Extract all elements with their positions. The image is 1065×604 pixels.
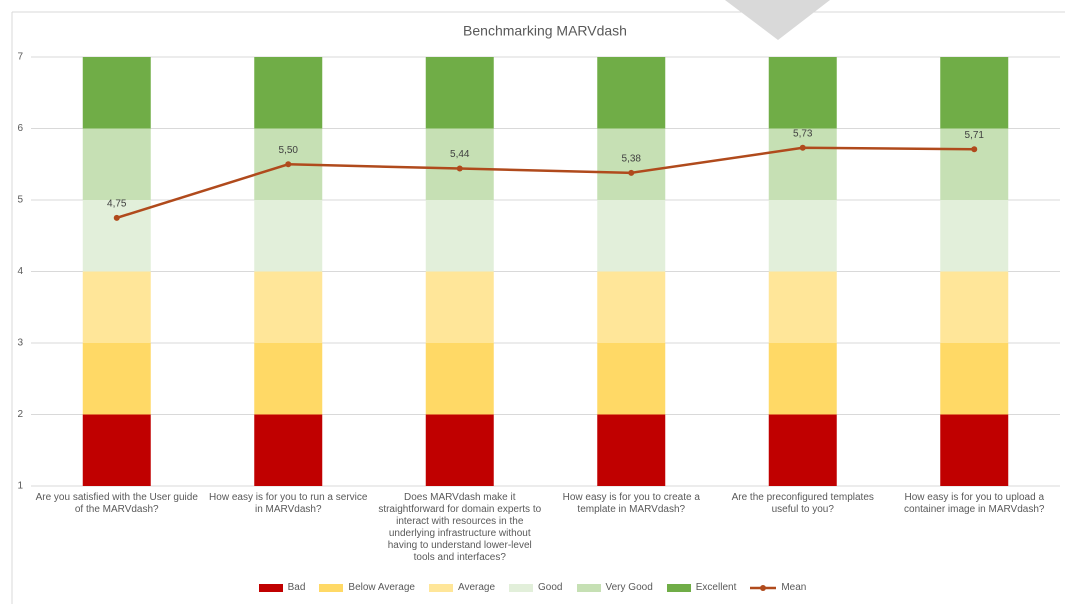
bar-segment <box>597 200 666 272</box>
x-tick-label: How easy is for you to create a template… <box>562 492 700 515</box>
mean-point <box>799 144 806 151</box>
bar-segment <box>940 271 1009 343</box>
bar-segment <box>82 57 151 129</box>
data-label: 4,75 <box>107 199 127 210</box>
x-tick-label: Are you satisfied with the User guide of… <box>35 492 198 515</box>
legend-item: Below Average <box>319 582 415 593</box>
y-tick-label: 5 <box>17 195 23 206</box>
legend-item: Good <box>509 582 563 593</box>
legend-label: Average <box>457 582 496 593</box>
legend-swatch <box>258 583 283 592</box>
y-tick-label: 3 <box>17 338 23 349</box>
bar-segment <box>597 57 666 129</box>
legend-dot <box>760 584 767 591</box>
y-tick-label: 2 <box>17 409 23 420</box>
x-tick-label: Are the preconfigured templates useful t… <box>731 492 874 515</box>
mean-line <box>116 146 975 220</box>
legend-rect <box>509 583 534 592</box>
bar-segment <box>82 128 151 200</box>
legend-swatch <box>319 583 344 592</box>
bar-segment <box>82 271 151 343</box>
legend-item: Very Good <box>576 582 653 593</box>
legend-item: Excellent <box>666 582 737 593</box>
x-tick-label: Does MARVdash make it straightforward fo… <box>378 492 542 563</box>
bar-segment <box>425 200 494 272</box>
grid <box>31 56 1060 487</box>
chart-title: Benchmarking MARVdash <box>463 23 627 39</box>
legend-swatch <box>428 583 453 592</box>
legend-label: Excellent <box>695 582 737 593</box>
mean-point <box>971 146 978 153</box>
legend-label: Below Average <box>348 582 415 593</box>
bar-segment <box>425 343 494 415</box>
bar-segment <box>425 57 494 129</box>
legend-label: Good <box>538 582 563 593</box>
mean-point <box>285 161 292 168</box>
legend-rect <box>576 583 601 592</box>
bar-segment <box>597 343 666 415</box>
bar-segment <box>768 414 837 486</box>
legend-swatch <box>666 583 691 592</box>
data-label: 5,38 <box>622 153 642 164</box>
bar-segment <box>254 57 323 129</box>
legend-swatch <box>509 583 534 592</box>
x-tick-label: How easy is for you to run a service in … <box>209 492 368 515</box>
legend: Bad Below Average Average Good Very Good Exce… <box>0 582 1065 593</box>
bar-segment <box>940 128 1009 200</box>
data-label: 5,50 <box>279 145 299 156</box>
bar-segment <box>940 200 1009 272</box>
bar-segment <box>597 271 666 343</box>
data-label: 5,73 <box>793 128 813 139</box>
bar-segment <box>940 414 1009 486</box>
bar-segment <box>254 414 323 486</box>
legend-swatch <box>750 584 777 591</box>
mean-point <box>456 165 463 172</box>
legend-item: Bad <box>258 582 306 593</box>
bar-segment <box>940 343 1009 415</box>
legend-swatch <box>576 583 601 592</box>
bar-segment <box>82 414 151 486</box>
legend-item: Average <box>428 582 496 593</box>
bar-segment <box>597 414 666 486</box>
data-label: 5,44 <box>450 149 470 160</box>
y-tick-label: 6 <box>17 123 23 134</box>
bar-segment <box>768 271 837 343</box>
bar-segment <box>425 414 494 486</box>
x-tick-label: How easy is for you to upload a containe… <box>904 492 1045 515</box>
bar-segment <box>254 343 323 415</box>
y-tick-label: 7 <box>17 52 23 63</box>
bar-segment <box>254 271 323 343</box>
bar-segment <box>254 200 323 272</box>
decoration <box>725 0 830 40</box>
bar-segment <box>768 57 837 129</box>
legend-rect <box>258 583 283 592</box>
bar-segment <box>940 57 1009 129</box>
mean-point <box>113 214 120 221</box>
bar-segment <box>425 271 494 343</box>
bar-segment <box>768 128 837 200</box>
bar-segment <box>768 343 837 415</box>
bar-segment <box>425 128 494 200</box>
bar-segment <box>597 128 666 200</box>
y-tick-label: 4 <box>17 266 23 277</box>
legend-label: Mean <box>781 582 807 593</box>
legend-label: Very Good <box>605 582 653 593</box>
legend-item: Mean <box>750 582 806 593</box>
y-tick-label: 1 <box>17 481 23 492</box>
legend-rect <box>428 583 453 592</box>
data-label: 5,71 <box>965 130 985 141</box>
mean-point <box>628 169 635 176</box>
bar-segment <box>82 343 151 415</box>
bar-segment <box>768 200 837 272</box>
legend-label: Bad <box>287 582 306 593</box>
legend-rect <box>319 583 344 592</box>
legend-rect <box>666 583 691 592</box>
